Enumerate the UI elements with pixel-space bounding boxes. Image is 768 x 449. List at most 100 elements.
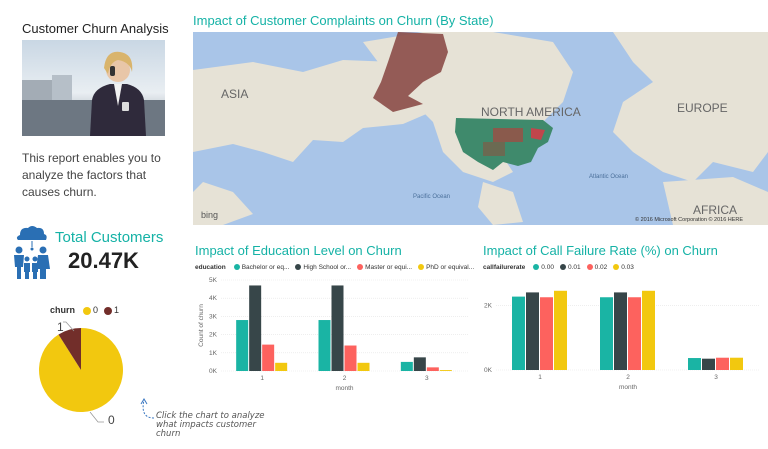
- label-atlantic: Atlantic Ocean: [589, 174, 628, 180]
- bar-High School or...-3[interactable]: [413, 357, 426, 371]
- hint-arrow-icon: [140, 398, 155, 419]
- bar-Master or equi...-2[interactable]: [344, 345, 357, 371]
- label-asia: ASIA: [221, 87, 248, 101]
- y-tick-label: 0K: [484, 367, 493, 374]
- y-tick-label: 4K: [209, 295, 218, 302]
- us-state-highlight-2[interactable]: [483, 142, 505, 156]
- legend-swatch-2: [586, 264, 593, 271]
- us-state-highlight-3[interactable]: [531, 128, 545, 140]
- legend-swatch-2: [357, 264, 364, 271]
- pie-legend-item-0[interactable]: 0: [83, 305, 98, 315]
- legend-item-1[interactable]: High School or...: [295, 264, 351, 271]
- bar-0.02-2[interactable]: [628, 297, 641, 370]
- bar-PhD or equival...-3[interactable]: [439, 370, 452, 371]
- x-tick-label: 1: [538, 374, 542, 381]
- bar-0.01-1[interactable]: [526, 292, 539, 370]
- bar-Master or equi...-3[interactable]: [426, 367, 439, 371]
- bar-PhD or equival...-1[interactable]: [275, 362, 288, 371]
- y-tick-label: 2K: [484, 302, 493, 309]
- legend-item-3[interactable]: 0.03: [613, 264, 634, 271]
- y-tick-label: 5K: [209, 277, 218, 284]
- education-bar-chart[interactable]: 0K 1K 2K 3K 4K 5K 1 2 3 month Count of churn: [193, 273, 473, 400]
- y-axis-title: Count of churn: [198, 304, 205, 347]
- bar-Master or equi...-1[interactable]: [262, 344, 275, 371]
- bar-0.02-3[interactable]: [716, 357, 729, 370]
- pie-label-0: 0: [108, 413, 115, 427]
- pie-slice-0[interactable]: [38, 328, 123, 412]
- pie-slice-1[interactable]: [58, 328, 81, 370]
- x-tick-label: 3: [425, 375, 429, 382]
- bar-0.03-3[interactable]: [730, 357, 743, 370]
- education-legend: education Bachelor or eq... High School o…: [195, 264, 474, 271]
- legend-item-0[interactable]: 0.00: [533, 264, 554, 271]
- y-tick-label: 2K: [209, 332, 218, 339]
- bar-High School or...-1[interactable]: [249, 285, 262, 371]
- legend-swatch-1: [295, 264, 302, 271]
- pie-leader-0: [89, 411, 104, 423]
- bar-0.01-3[interactable]: [702, 358, 715, 370]
- pie-legend-label-1: 1: [114, 305, 120, 315]
- alaska-region[interactable]: [373, 32, 448, 112]
- bar-0.00-2[interactable]: [600, 297, 613, 370]
- legend-swatch-0: [233, 264, 240, 271]
- pie-label-1: 1: [57, 320, 64, 334]
- europe-landmass: [613, 32, 768, 182]
- bar-0.00-3[interactable]: [688, 358, 701, 370]
- us-state-highlight[interactable]: [493, 128, 523, 142]
- total-customers-value: 20.47K: [68, 248, 139, 273]
- legend-item-3[interactable]: PhD or equival...: [418, 264, 474, 271]
- pie-legend-swatch-1: [104, 306, 113, 315]
- label-europe: EUROPE: [677, 101, 728, 115]
- hint-text: Click the chart to analyze what impacts …: [156, 411, 265, 439]
- x-axis-title: month: [335, 385, 353, 392]
- pie-legend-label-0: 0: [93, 305, 99, 315]
- failure-bar-chart[interactable]: 0K 2K 1 2 3 month: [478, 273, 763, 400]
- bar-Bachelor or eq...-1[interactable]: [236, 320, 249, 371]
- bar-0.01-2[interactable]: [614, 292, 627, 370]
- bar-0.03-1[interactable]: [554, 290, 567, 370]
- x-tick-label: 2: [626, 374, 630, 381]
- y-tick-label: 3K: [209, 313, 218, 320]
- y-tick-label: 1K: [209, 350, 218, 357]
- hero-photo: [22, 40, 165, 136]
- churn-map[interactable]: ASIA NORTH AMERICA EUROPE AFRICA Pacific…: [193, 32, 768, 225]
- map-title: Impact of Customer Complaints on Churn (…: [193, 13, 494, 28]
- legend-item-2[interactable]: 0.02: [586, 264, 607, 271]
- y-tick-label: 0K: [209, 368, 218, 375]
- pie-legend-item-1[interactable]: 1: [104, 305, 119, 315]
- label-pacific: Pacific Ocean: [413, 194, 450, 200]
- bar-PhD or equival...-2[interactable]: [357, 362, 370, 371]
- report-description: This report enables you to analyze the f…: [22, 151, 161, 199]
- legend-item-1[interactable]: 0.01: [559, 264, 581, 271]
- bar-0.03-2[interactable]: [642, 290, 655, 370]
- oceania-landmass: [193, 182, 253, 225]
- legend-label-3: PhD or equival...: [426, 264, 475, 271]
- legend-label-1: High School or...: [303, 264, 352, 271]
- family-icon: [8, 225, 54, 281]
- legend-label-0: 0.00: [541, 264, 554, 271]
- label-africa: AFRICA: [693, 203, 737, 217]
- bar-0.00-1[interactable]: [512, 296, 525, 370]
- bar-Bachelor or eq...-2[interactable]: [318, 320, 331, 371]
- churn-pie-chart[interactable]: 10: [30, 318, 160, 428]
- pie-leader-1: [63, 321, 75, 332]
- x-tick-label: 1: [260, 375, 264, 382]
- bar-High School or...-2[interactable]: [331, 285, 344, 371]
- legend-item-0[interactable]: Bachelor or eq...: [233, 264, 290, 271]
- legend-swatch-3: [418, 264, 425, 271]
- label-north-america: NORTH AMERICA: [481, 105, 581, 119]
- pie-legend-swatch-0: [83, 306, 92, 315]
- legend-item-2[interactable]: Master or equi...: [357, 264, 412, 271]
- legend-swatch-0: [533, 264, 540, 271]
- legend-swatch-1: [559, 264, 566, 271]
- bar-0.02-1[interactable]: [540, 297, 553, 370]
- legend-label-3: 0.03: [621, 264, 634, 271]
- total-customers-label: Total Customers: [55, 229, 164, 246]
- africa-landmass: [663, 177, 768, 225]
- failure-legend-title: callfailurerate: [483, 264, 526, 271]
- legend-label-0: Bachelor or eq...: [241, 264, 290, 271]
- education-legend-title: education: [195, 264, 226, 271]
- bar-Bachelor or eq...-3[interactable]: [400, 361, 413, 371]
- x-tick-label: 2: [343, 375, 347, 382]
- map-copyright: © 2016 Microsoft Corporation © 2016 HERE: [635, 216, 743, 223]
